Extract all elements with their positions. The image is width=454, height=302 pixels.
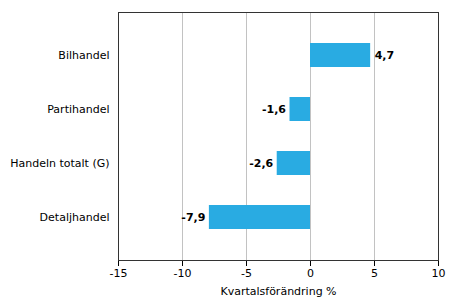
svg-text:-1,6: -1,6 (262, 103, 286, 116)
svg-text:Kvartalsförändring %: Kvartalsförändring % (220, 285, 336, 298)
svg-text:Handeln totalt (G): Handeln totalt (G) (10, 157, 109, 170)
svg-text:Partihandel: Partihandel (47, 103, 109, 116)
svg-text:-5: -5 (241, 267, 252, 280)
svg-text:Detaljhandel: Detaljhandel (40, 211, 110, 224)
svg-text:5: 5 (371, 267, 378, 280)
svg-text:-7,9: -7,9 (181, 211, 205, 224)
svg-text:Bilhandel: Bilhandel (58, 49, 109, 62)
svg-text:4,7: 4,7 (375, 49, 395, 62)
svg-text:0: 0 (307, 267, 314, 280)
svg-text:10: 10 (432, 267, 446, 280)
svg-text:-10: -10 (174, 267, 192, 280)
svg-text:-2,6: -2,6 (249, 157, 273, 170)
svg-text:-15: -15 (110, 267, 128, 280)
